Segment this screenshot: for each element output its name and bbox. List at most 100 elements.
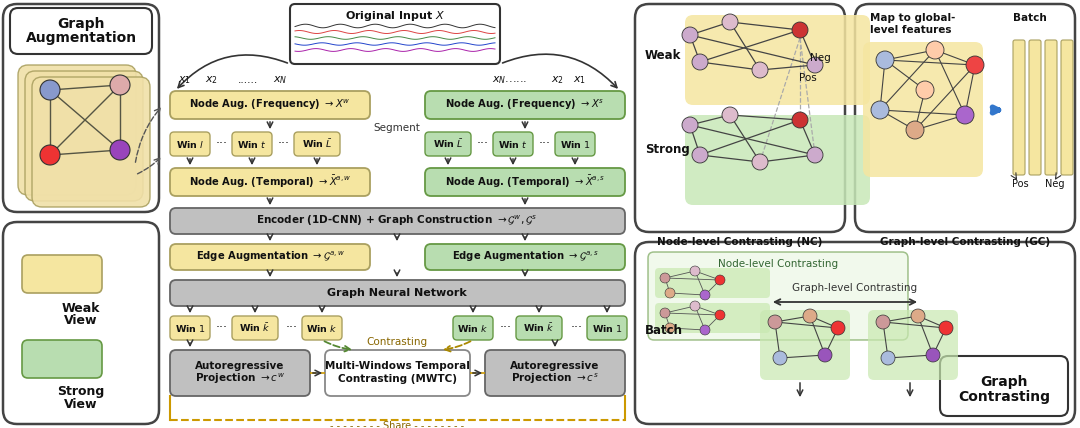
FancyBboxPatch shape (291, 4, 500, 64)
Text: $x_2$: $x_2$ (205, 74, 218, 86)
FancyBboxPatch shape (868, 310, 958, 380)
FancyBboxPatch shape (635, 4, 845, 232)
Text: Neg: Neg (810, 53, 831, 63)
FancyBboxPatch shape (654, 268, 770, 298)
FancyBboxPatch shape (170, 244, 370, 270)
Circle shape (792, 112, 808, 128)
FancyBboxPatch shape (170, 168, 370, 196)
Text: Node Aug. (Frequency) $\rightarrow X^w$: Node Aug. (Frequency) $\rightarrow X^w$ (189, 98, 351, 112)
Text: Projection $\rightarrow c^w$: Projection $\rightarrow c^w$ (195, 372, 285, 386)
Text: Graph: Graph (981, 375, 1028, 389)
Text: Node-level Contrasting (NC): Node-level Contrasting (NC) (658, 237, 823, 247)
FancyBboxPatch shape (855, 4, 1075, 232)
FancyBboxPatch shape (648, 252, 908, 340)
Circle shape (40, 80, 60, 100)
Text: Batch: Batch (645, 324, 683, 336)
Text: Weak: Weak (62, 301, 100, 315)
FancyBboxPatch shape (426, 132, 471, 156)
Text: Win $1$: Win $1$ (175, 323, 205, 333)
FancyBboxPatch shape (170, 280, 625, 306)
Circle shape (665, 323, 675, 333)
FancyBboxPatch shape (170, 350, 310, 396)
Text: Pos: Pos (1012, 179, 1028, 189)
Text: Graph-level Contrasting (GC): Graph-level Contrasting (GC) (880, 237, 1050, 247)
Circle shape (876, 51, 894, 69)
Circle shape (792, 22, 808, 38)
FancyBboxPatch shape (685, 115, 870, 205)
Text: Win $k$: Win $k$ (307, 323, 338, 333)
Text: ···: ··· (477, 137, 489, 151)
Circle shape (870, 101, 889, 119)
Text: Win $\bar{k}$: Win $\bar{k}$ (239, 321, 271, 334)
Circle shape (692, 147, 708, 163)
Circle shape (660, 273, 670, 283)
Text: Strong: Strong (645, 143, 690, 157)
Text: ···: ··· (571, 321, 583, 335)
Circle shape (660, 308, 670, 318)
Circle shape (831, 321, 845, 335)
Circle shape (681, 117, 698, 133)
Text: View: View (64, 398, 98, 410)
FancyBboxPatch shape (555, 132, 595, 156)
Text: Graph: Graph (57, 17, 105, 31)
Text: Weak: Weak (645, 48, 681, 62)
Text: Segment: Segment (374, 123, 420, 133)
Text: Projection $\rightarrow c^s$: Projection $\rightarrow c^s$ (511, 372, 599, 386)
Text: Contrasting: Contrasting (366, 337, 428, 347)
Text: Encoder (1D-CNN) + Graph Construction $\rightarrow \mathcal{G}^w,\mathcal{G}^s$: Encoder (1D-CNN) + Graph Construction $\… (256, 214, 538, 228)
FancyBboxPatch shape (25, 71, 143, 201)
FancyBboxPatch shape (170, 316, 210, 340)
Circle shape (912, 309, 924, 323)
Text: Contrasting (MWTC): Contrasting (MWTC) (337, 374, 457, 384)
Circle shape (807, 147, 823, 163)
Circle shape (690, 301, 700, 311)
FancyBboxPatch shape (1013, 40, 1025, 175)
Text: Map to global-: Map to global- (870, 13, 956, 23)
FancyBboxPatch shape (3, 4, 159, 212)
FancyBboxPatch shape (940, 356, 1068, 416)
Text: $x_1$: $x_1$ (573, 74, 586, 86)
Circle shape (110, 75, 130, 95)
Circle shape (40, 145, 60, 165)
FancyBboxPatch shape (485, 350, 625, 396)
Text: Node Aug. (Temporal) $\rightarrow \bar{X}^{a,w}$: Node Aug. (Temporal) $\rightarrow \bar{X… (189, 174, 351, 190)
Text: Win $\bar{k}$: Win $\bar{k}$ (523, 321, 555, 334)
Text: - - - - - - - - Share - - - - - - - -: - - - - - - - - Share - - - - - - - - (329, 421, 464, 428)
Circle shape (715, 275, 725, 285)
FancyBboxPatch shape (170, 132, 210, 156)
Text: Autoregressive: Autoregressive (195, 361, 285, 371)
FancyBboxPatch shape (170, 91, 370, 119)
Text: Original Input $X$: Original Input $X$ (345, 9, 445, 23)
Text: Node-level Contrasting: Node-level Contrasting (718, 259, 838, 269)
FancyBboxPatch shape (492, 132, 534, 156)
Circle shape (723, 107, 738, 123)
Text: $x_N$......: $x_N$...... (492, 74, 527, 86)
FancyBboxPatch shape (760, 310, 850, 380)
FancyBboxPatch shape (1045, 40, 1057, 175)
Text: ···: ··· (286, 321, 298, 335)
Text: Edge Augmentation $\rightarrow \mathcal{G}^{a,w}$: Edge Augmentation $\rightarrow \mathcal{… (195, 250, 345, 264)
Text: View: View (64, 313, 98, 327)
FancyBboxPatch shape (426, 244, 625, 270)
Text: Strong: Strong (57, 386, 105, 398)
Circle shape (916, 81, 934, 99)
Text: ···: ··· (278, 137, 291, 151)
Circle shape (956, 106, 974, 124)
Text: Win $t$: Win $t$ (238, 139, 267, 149)
Text: $x_1$: $x_1$ (178, 74, 191, 86)
Text: Win $1$: Win $1$ (592, 323, 622, 333)
FancyBboxPatch shape (170, 208, 625, 234)
Circle shape (752, 154, 768, 170)
Text: level features: level features (870, 25, 951, 35)
Circle shape (690, 266, 700, 276)
FancyBboxPatch shape (18, 65, 136, 195)
Circle shape (939, 321, 953, 335)
FancyBboxPatch shape (10, 8, 152, 54)
Text: Contrasting: Contrasting (958, 390, 1050, 404)
Text: Multi-Windows Temporal: Multi-Windows Temporal (325, 361, 470, 371)
Circle shape (926, 41, 944, 59)
FancyBboxPatch shape (635, 242, 1075, 424)
Circle shape (926, 348, 940, 362)
Circle shape (818, 348, 832, 362)
FancyBboxPatch shape (453, 316, 492, 340)
